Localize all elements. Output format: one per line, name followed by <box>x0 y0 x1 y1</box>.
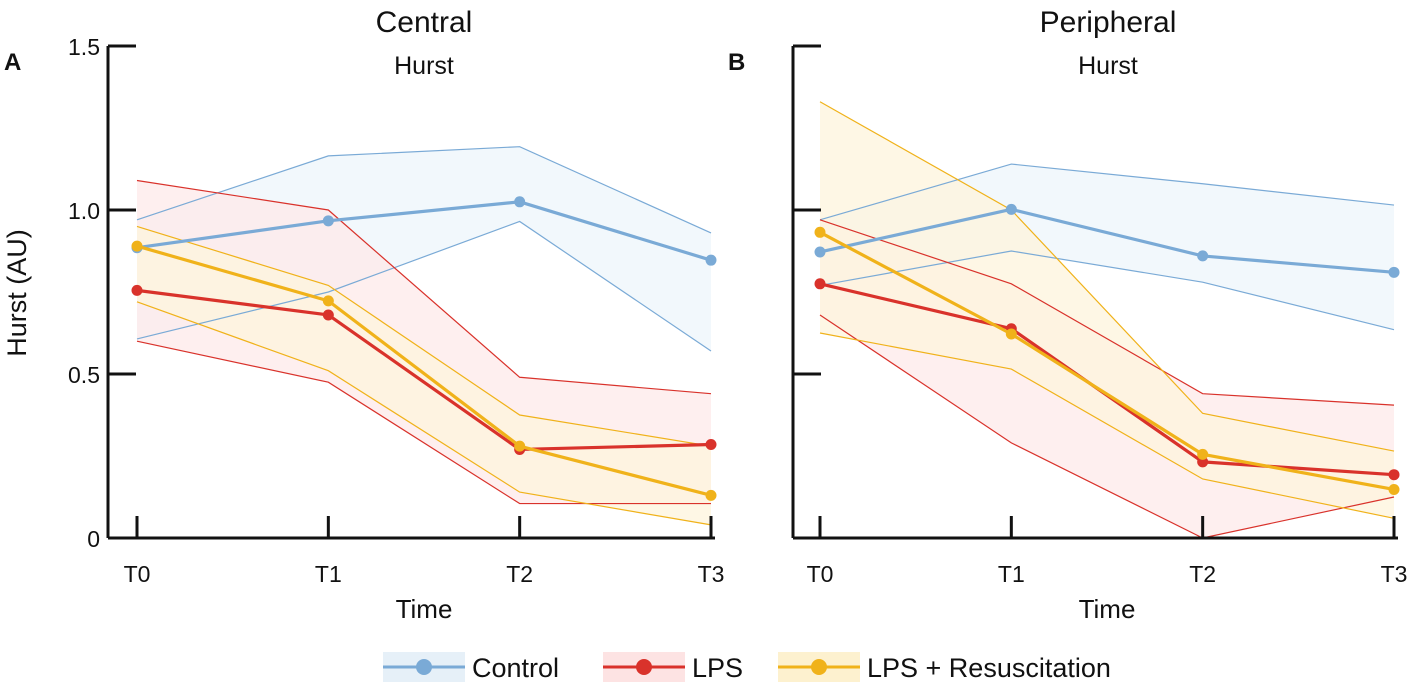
x-tick-label: T3 <box>698 561 725 587</box>
lps-resuscitation-point <box>1388 483 1400 495</box>
x-tick-label: T2 <box>1189 561 1216 587</box>
control-point <box>1388 266 1400 278</box>
control-point <box>322 215 334 227</box>
legend-label: LPS + Resuscitation <box>867 653 1111 683</box>
control-point <box>705 254 717 266</box>
x-tick-label: T1 <box>315 561 342 587</box>
lps-resuscitation-upper-bound <box>819 101 1395 452</box>
lps-line <box>136 288 712 452</box>
y-tick-label: 1.0 <box>68 198 100 224</box>
control-point <box>1197 250 1209 262</box>
lps-upper-bound <box>819 219 1395 406</box>
x-axis-label: Time <box>1079 594 1136 624</box>
control-lower-bound <box>136 220 712 352</box>
lps-point <box>1388 469 1400 481</box>
panel-peripheral: B Peripheral Hurst T0 T1 T2 T3 Time <box>728 6 1407 624</box>
lps-resuscitation-line <box>136 244 712 497</box>
y-axis-label: Hurst (AU) <box>2 229 32 357</box>
lps-resuscitation-point <box>514 440 526 452</box>
panel-central: A Central Hurst 0 0.5 1.0 1.5 T0 T1 T2 T3 Time <box>4 6 724 624</box>
panel-letter: B <box>728 49 745 76</box>
legend-marker <box>416 659 432 675</box>
legend-item-lps: LPS <box>603 652 743 683</box>
chart-subtitle: Hurst <box>394 52 454 80</box>
control-line <box>136 200 712 262</box>
lps-resuscitation-lower-bound <box>819 332 1395 519</box>
lps-resuscitation-point <box>814 226 826 238</box>
x-tick-label: T0 <box>807 561 834 587</box>
lps-resuscitation-point <box>322 295 334 307</box>
lps-resuscitation-point <box>1197 448 1209 460</box>
lps-lower-bound <box>819 314 1395 539</box>
x-tick-label: T2 <box>506 561 533 587</box>
lps-point <box>814 278 826 290</box>
lps-resuscitation-point <box>705 489 717 501</box>
lps-resuscitation-point <box>131 240 143 252</box>
control-point <box>814 246 826 258</box>
control-lower-bound <box>819 250 1395 331</box>
lps-point <box>1197 456 1209 468</box>
y-tick-label: 1.5 <box>68 34 100 60</box>
band-lps-resuscitation <box>137 226 711 525</box>
legend: Control LPS LPS + Resuscitation <box>383 652 1111 683</box>
lps-resuscitation-upper-bound <box>136 225 712 447</box>
band-lps-resuscitation <box>820 101 1394 519</box>
x-axis-label: Time <box>396 594 453 624</box>
legend-item-control: Control <box>383 652 559 683</box>
legend-marker <box>811 659 827 675</box>
y-tick-label: 0.5 <box>68 362 100 388</box>
chart-subtitle: Hurst <box>1078 52 1138 80</box>
chart-title: Central <box>376 6 473 39</box>
x-tick-label: T3 <box>1381 561 1408 587</box>
x-tick-label: T0 <box>124 561 151 587</box>
control-point <box>514 196 526 208</box>
control-point <box>1005 203 1017 215</box>
control-upper-bound <box>819 163 1395 221</box>
panel-letter: A <box>4 49 21 76</box>
x-tick-label: T1 <box>998 561 1025 587</box>
control-upper-bound <box>136 146 712 234</box>
lps-resuscitation-point <box>1005 328 1017 340</box>
lps-point <box>705 439 717 451</box>
lps-upper-bound <box>136 179 712 395</box>
chart-title: Peripheral <box>1040 6 1177 39</box>
legend-item-lps-resuscitation: LPS + Resuscitation <box>778 652 1111 683</box>
legend-label: LPS <box>692 653 743 683</box>
lps-lower-bound <box>136 340 711 505</box>
legend-label: Control <box>472 653 559 683</box>
lps-resuscitation-line <box>819 230 1395 492</box>
y-tick-label: 0 <box>87 526 100 552</box>
lps-resuscitation-lower-bound <box>136 301 712 526</box>
lps-point <box>131 284 143 296</box>
lps-point <box>322 309 334 321</box>
legend-marker <box>636 659 652 675</box>
control-line <box>819 207 1395 274</box>
